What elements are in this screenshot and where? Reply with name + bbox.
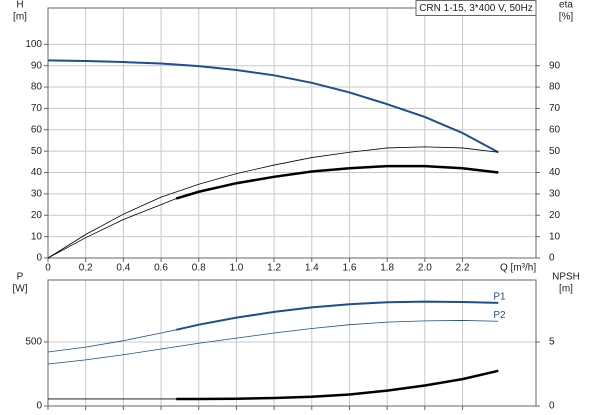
x-tick-label: 1.2 bbox=[267, 263, 281, 274]
x-tick-label: 2.2 bbox=[456, 263, 470, 274]
y2-tick-label: 80 bbox=[549, 82, 561, 93]
x-tick-label: 1.6 bbox=[343, 263, 357, 274]
y-tick-label: 80 bbox=[31, 82, 43, 93]
y-tick-label: 500 bbox=[25, 337, 42, 348]
x-tick-label: 1.8 bbox=[380, 263, 394, 274]
curve bbox=[175, 164, 499, 200]
curve bbox=[47, 146, 499, 259]
x-tick-label: 1.0 bbox=[229, 263, 243, 274]
y-tick-label: 90 bbox=[31, 60, 43, 71]
y2-axis-unit: [m] bbox=[559, 284, 573, 295]
curve bbox=[175, 300, 499, 331]
y2-tick-label: 60 bbox=[549, 124, 561, 135]
x-tick-label: 0.4 bbox=[116, 263, 130, 274]
x-tick-label: 0.6 bbox=[154, 263, 168, 274]
x-tick-label: 0.8 bbox=[192, 263, 206, 274]
curve bbox=[47, 59, 499, 154]
y-tick-label: 0 bbox=[36, 401, 42, 412]
y-axis-unit: [m] bbox=[13, 12, 27, 23]
series-label: P2 bbox=[493, 310, 506, 321]
plot-frame bbox=[47, 7, 537, 259]
y-tick-label: 70 bbox=[31, 103, 43, 114]
x-tick-label: 2.0 bbox=[418, 263, 432, 274]
y2-tick-label: 0 bbox=[549, 253, 555, 264]
y2-axis-label: eta bbox=[559, 0, 573, 11]
x-tick-label: 0.2 bbox=[79, 263, 93, 274]
series-label: P1 bbox=[493, 292, 506, 303]
x-axis-label: Q [m³/h] bbox=[500, 263, 536, 274]
y-tick-label: 20 bbox=[31, 210, 43, 221]
y-tick-label: 30 bbox=[31, 189, 43, 200]
y2-tick-label: 40 bbox=[549, 167, 561, 178]
y-tick-label: 10 bbox=[31, 231, 43, 242]
y-tick-label: 50 bbox=[31, 146, 43, 157]
curve bbox=[176, 369, 499, 401]
y2-tick-label: 0 bbox=[549, 401, 555, 412]
y-axis-label: P bbox=[17, 272, 24, 283]
y2-tick-label: 90 bbox=[549, 60, 561, 71]
y-axis-unit: [W] bbox=[13, 284, 28, 295]
y-tick-label: 40 bbox=[31, 167, 43, 178]
annotation: CRN 1-15, 3*400 V, 50Hz bbox=[419, 3, 533, 14]
y2-tick-label: 50 bbox=[549, 146, 561, 157]
y-tick-label: 100 bbox=[25, 39, 42, 50]
y2-tick-label: 10 bbox=[549, 231, 561, 242]
y2-tick-label: 5 bbox=[549, 337, 555, 348]
curve bbox=[47, 329, 177, 353]
x-tick-label: 1.4 bbox=[305, 263, 319, 274]
y2-tick-label: 20 bbox=[549, 210, 561, 221]
y2-axis-unit: [%] bbox=[559, 12, 574, 23]
y2-tick-label: 70 bbox=[549, 103, 561, 114]
curve bbox=[47, 320, 499, 365]
curve bbox=[47, 198, 177, 259]
y-tick-label: 60 bbox=[31, 124, 43, 135]
x-tick-label: 0 bbox=[45, 263, 51, 274]
plot-frame bbox=[47, 279, 537, 407]
annotation-box bbox=[415, 0, 537, 16]
y-tick-label: 0 bbox=[36, 253, 42, 264]
y2-tick-label: 30 bbox=[549, 189, 561, 200]
y-axis-label: H bbox=[16, 0, 23, 11]
y2-axis-label: NPSH bbox=[552, 272, 580, 283]
